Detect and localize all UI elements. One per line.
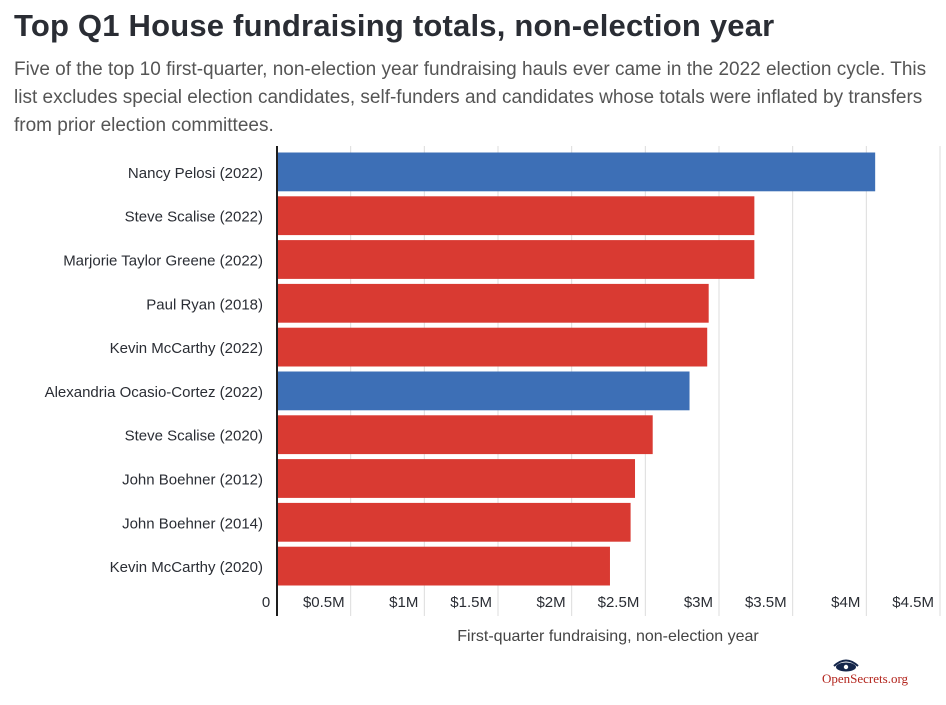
bar	[277, 196, 755, 236]
category-label: John Boehner (2014)	[122, 515, 263, 532]
x-tick-label: 0	[262, 594, 270, 611]
bar	[277, 327, 708, 367]
category-label: Kevin McCarthy (2022)	[110, 340, 263, 357]
category-label: Steve Scalise (2022)	[125, 209, 263, 226]
x-tick-label: $1M	[389, 594, 418, 611]
bar	[277, 152, 876, 192]
x-tick-label: $3.5M	[745, 594, 787, 611]
bar	[277, 283, 709, 323]
chart-subtitle: Five of the top 10 first-quarter, non-el…	[14, 59, 927, 136]
category-label: John Boehner (2012)	[122, 472, 263, 489]
bar	[277, 415, 653, 455]
x-tick-label: $2.5M	[598, 594, 640, 611]
x-tick-label: $4M	[831, 594, 860, 611]
category-label: Kevin McCarthy (2020)	[110, 559, 263, 576]
x-tick-label: $3M	[684, 594, 713, 611]
category-label: Steve Scalise (2020)	[125, 428, 263, 445]
category-label: Nancy Pelosi (2022)	[128, 165, 263, 182]
bar	[277, 240, 755, 279]
category-label: Paul Ryan (2018)	[146, 296, 263, 313]
x-tick-label: $2M	[536, 594, 565, 611]
x-tick-label: $4.5M	[892, 594, 934, 611]
bar	[277, 459, 636, 498]
category-label: Marjorie Taylor Greene (2022)	[63, 253, 263, 270]
bar	[277, 546, 610, 586]
category-label: Alexandria Ocasio-Cortez (2022)	[45, 384, 263, 401]
x-tick-label: $1.5M	[450, 594, 492, 611]
eye-icon	[833, 659, 859, 672]
x-tick-label: $0.5M	[303, 594, 345, 611]
opensecrets-logo: OpenSecrets.org	[822, 671, 909, 686]
bar	[277, 502, 631, 542]
chart-title: Top Q1 House fundraising totals, non-ele…	[14, 8, 775, 43]
x-axis-title: First-quarter fundraising, non-election …	[457, 628, 759, 645]
bar	[277, 371, 690, 411]
